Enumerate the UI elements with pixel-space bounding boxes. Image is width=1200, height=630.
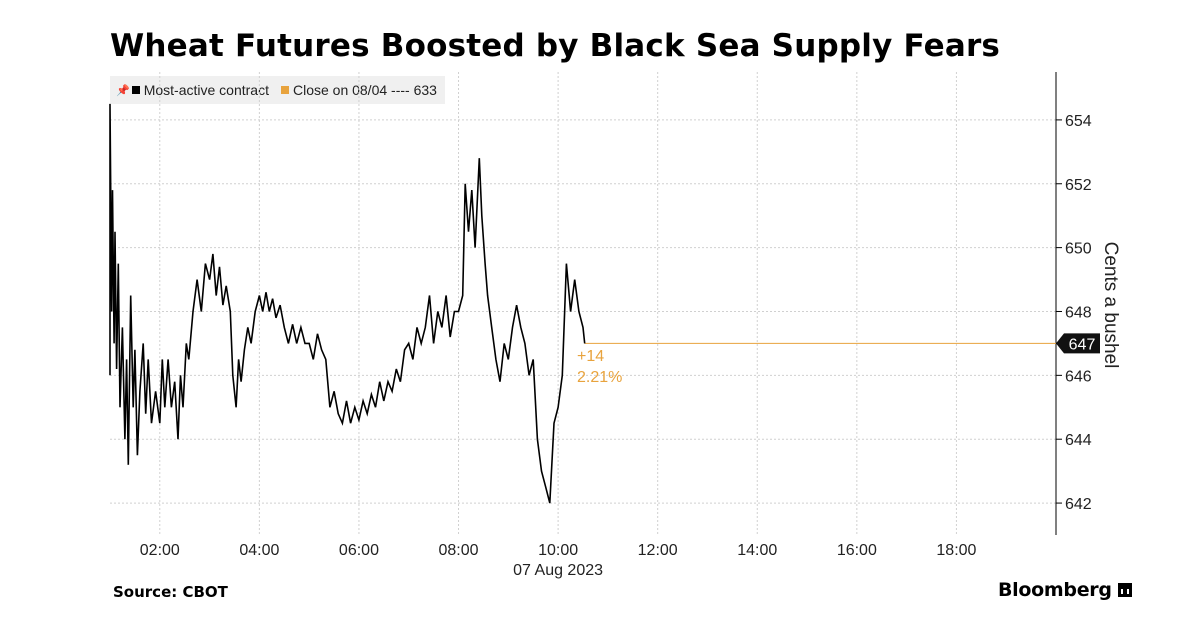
x-tick-label: 14:00 xyxy=(737,542,777,559)
bloomberg-logo-icon xyxy=(1117,583,1132,597)
y-tick-label: 650 xyxy=(1065,241,1092,258)
legend-item-reference: Close on 08/04 ---- 633 xyxy=(280,82,437,98)
annotations: 647 +14 2.21% xyxy=(577,333,1100,386)
source-note: Source: CBOT xyxy=(113,583,228,601)
brand-name: Bloomberg xyxy=(998,579,1112,601)
x-axis: 02:00 04:00 06:00 08:00 10:00 12:00 14:00 16:00… xyxy=(140,542,977,579)
y-axis: 642 644 646 648 650 652 654 Cents a bushel xyxy=(1055,72,1121,535)
legend-label-reference: Close on 08/04 ---- 633 xyxy=(292,82,437,98)
legend-swatch-reference xyxy=(280,86,289,94)
y-tick-label: 654 xyxy=(1065,113,1092,130)
brand-logo: Bloomberg xyxy=(998,579,1132,601)
x-tick-label: 18:00 xyxy=(936,542,976,559)
x-tick-label: 06:00 xyxy=(339,542,379,559)
series-line-most-active xyxy=(109,103,586,504)
y-tick-label: 648 xyxy=(1065,304,1092,321)
last-value-tag xyxy=(1056,333,1100,354)
y-tick-label: 642 xyxy=(1065,496,1092,513)
x-tick-label: 02:00 xyxy=(140,542,180,559)
x-tick-label: 12:00 xyxy=(638,542,678,559)
x-tick-label: 16:00 xyxy=(837,542,877,559)
chart-title: Wheat Futures Boosted by Black Sea Suppl… xyxy=(110,28,1001,64)
y-tick-label: 644 xyxy=(1065,432,1092,449)
x-tick-label: 08:00 xyxy=(439,542,479,559)
x-axis-label: 07 Aug 2023 xyxy=(513,562,603,579)
grid xyxy=(110,72,1056,535)
x-tick-label: 10:00 xyxy=(538,542,578,559)
pin-icon: 📌 xyxy=(116,84,130,97)
x-tick-label: 04:00 xyxy=(239,542,279,559)
y-tick-label: 652 xyxy=(1065,177,1092,194)
legend: 📌 Most-active contract Close on 08/04 --… xyxy=(110,76,445,104)
series-group xyxy=(109,103,586,504)
change-label: +14 xyxy=(577,348,604,365)
legend-swatch-series xyxy=(131,86,140,94)
change-pct-label: 2.21% xyxy=(577,369,622,386)
legend-label-series: Most-active contract xyxy=(143,82,269,98)
y-axis-label: Cents a bushel xyxy=(1100,242,1121,369)
legend-item-series: 📌 Most-active contract xyxy=(116,82,269,98)
y-tick-label: 646 xyxy=(1065,368,1092,385)
last-value-label: 647 xyxy=(1069,336,1096,353)
